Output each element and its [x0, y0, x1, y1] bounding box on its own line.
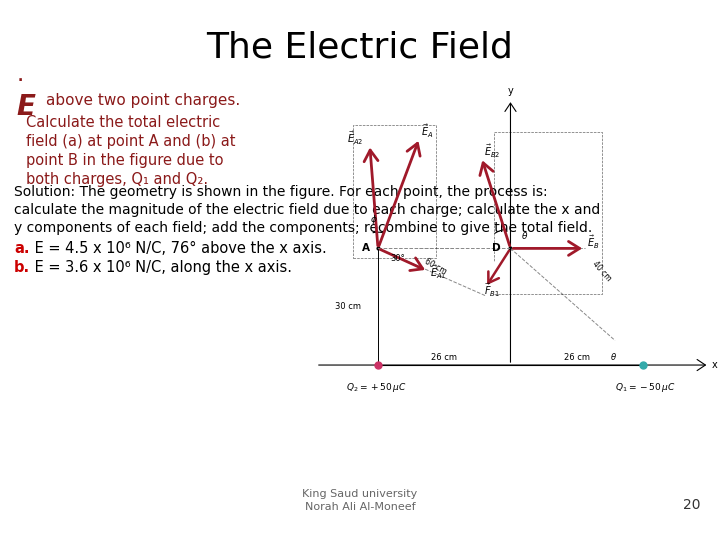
Text: $\theta$: $\theta$ [610, 351, 617, 362]
Text: 26 cm: 26 cm [431, 353, 457, 362]
Text: A: A [361, 244, 370, 253]
Text: $Q_1 = -50\,\mu C$: $Q_1 = -50\,\mu C$ [615, 381, 675, 394]
Text: 20: 20 [683, 498, 700, 512]
Text: E = 3.6 x 10⁶ N/C, along the x axis.: E = 3.6 x 10⁶ N/C, along the x axis. [30, 260, 292, 275]
Text: 30°: 30° [390, 254, 405, 264]
Text: 30 cm: 30 cm [336, 302, 361, 311]
Text: ·: · [18, 74, 23, 88]
Text: b.: b. [14, 260, 30, 275]
Text: $Q_2 = +50\,\mu C$: $Q_2 = +50\,\mu C$ [346, 381, 406, 394]
Text: $\vec{E}_{A2}$: $\vec{E}_{A2}$ [347, 130, 364, 147]
Text: $\vec{E}_B$: $\vec{E}_B$ [587, 233, 600, 251]
Text: Calculate the total electric: Calculate the total electric [26, 115, 220, 130]
Text: King Saud university
Norah Ali Al-Moneef: King Saud university Norah Ali Al-Moneef [302, 489, 418, 512]
Text: field (a) at point A and (b) at: field (a) at point A and (b) at [26, 134, 235, 149]
Text: E = 4.5 x 10⁶ N/C, 76° above the x axis.: E = 4.5 x 10⁶ N/C, 76° above the x axis. [30, 241, 327, 256]
Text: both charges, Q₁ and Q₂.: both charges, Q₁ and Q₂. [26, 172, 208, 187]
Text: point B in the figure due to: point B in the figure due to [26, 153, 223, 168]
Text: a.: a. [14, 241, 30, 256]
Text: Solution: The geometry is shown in the figure. For each point, the process is:: Solution: The geometry is shown in the f… [14, 185, 548, 199]
Text: The Electric Field: The Electric Field [207, 30, 513, 64]
Text: $\vec{F}_{B1}$: $\vec{F}_{B1}$ [484, 282, 500, 299]
Text: y components of each field; add the components; recombine to give the total fiel: y components of each field; add the comp… [14, 221, 593, 235]
Text: 60 cm: 60 cm [423, 257, 449, 276]
Text: D: D [492, 244, 500, 253]
Text: $\vec{E}_{A1}$: $\vec{E}_{A1}$ [430, 264, 446, 281]
Text: y: y [508, 86, 513, 96]
Text: above two point charges.: above two point charges. [46, 93, 240, 108]
Text: 26 cm: 26 cm [564, 353, 590, 362]
Text: $\phi$: $\phi$ [370, 213, 377, 226]
Text: E: E [16, 93, 35, 121]
Text: $\vec{E}_{B2}$: $\vec{E}_{B2}$ [484, 143, 500, 160]
Text: x: x [711, 360, 717, 370]
Text: 40 cm: 40 cm [590, 259, 613, 283]
Text: $\vec{E}_A$: $\vec{E}_A$ [421, 123, 434, 140]
Text: $\theta$: $\theta$ [521, 230, 528, 241]
Text: calculate the magnitude of the electric field due to each charge; calculate the : calculate the magnitude of the electric … [14, 203, 600, 217]
